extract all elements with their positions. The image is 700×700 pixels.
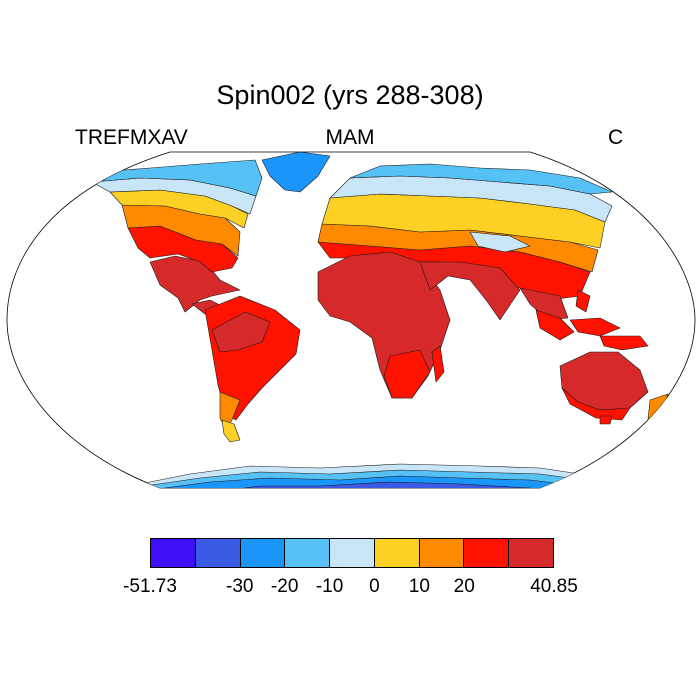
colorbar-box — [374, 539, 420, 567]
colorbar-box — [330, 539, 375, 567]
africa — [317, 251, 451, 399]
colorbar-box — [509, 539, 554, 567]
variable-name: TREFMXAV — [75, 126, 188, 149]
south-america — [204, 295, 301, 443]
colorbar-box — [240, 539, 286, 567]
greenland — [261, 152, 331, 193]
colorbar-tick-label: -30 — [226, 576, 254, 597]
colorbar — [150, 538, 554, 568]
map-title: Spin002 (yrs 288-308) — [216, 80, 484, 110]
colorbar-tick-label: 20 — [453, 576, 475, 597]
colorbar-tick-label: 0 — [369, 576, 380, 597]
colorbar-tick-label: 10 — [408, 576, 430, 597]
colorbar-box — [195, 539, 241, 567]
south-asia — [419, 261, 569, 321]
maritime-asia — [535, 289, 649, 351]
colorbar-box — [151, 539, 196, 567]
colorbar-box — [285, 539, 331, 567]
colorbar-tick-label: 40.85 — [530, 576, 578, 597]
antarctica — [139, 463, 601, 488]
season-label: MAM — [325, 126, 375, 149]
colorbar-box — [464, 539, 510, 567]
colorbar-box — [419, 539, 465, 567]
colorbar-tick-label: -10 — [315, 576, 344, 597]
australia — [559, 351, 669, 425]
colorbar-tick-label: -51.73 — [123, 576, 177, 597]
eurasia — [317, 163, 613, 301]
colorbar-tick-label: -20 — [270, 576, 299, 597]
units-label: C — [608, 126, 624, 149]
